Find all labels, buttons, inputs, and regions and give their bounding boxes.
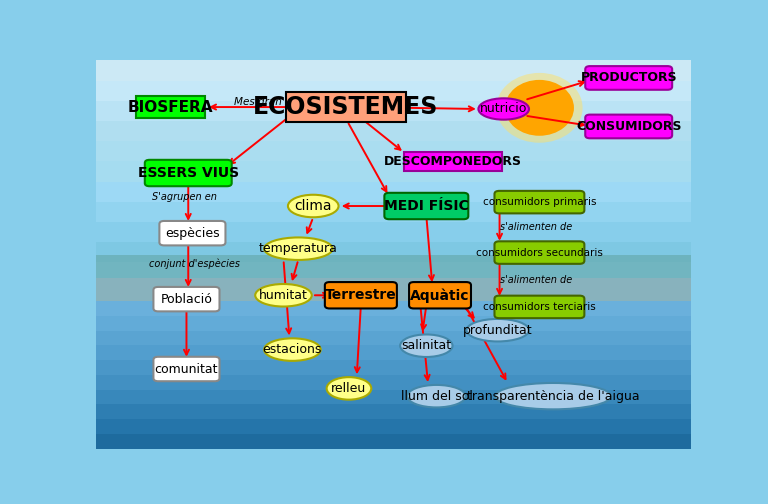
Bar [96,161,691,181]
FancyBboxPatch shape [154,357,220,381]
Ellipse shape [466,319,529,341]
Text: Població: Població [161,293,213,305]
Bar [96,434,691,449]
Text: S'agrupen en: S'agrupen en [151,192,217,202]
Ellipse shape [400,335,452,357]
FancyBboxPatch shape [495,241,584,264]
FancyBboxPatch shape [495,191,584,213]
FancyBboxPatch shape [136,96,204,118]
Ellipse shape [496,73,583,143]
Bar [96,242,691,262]
Ellipse shape [505,80,574,136]
Text: Mes gran: Mes gran [234,97,282,107]
Bar [96,360,691,375]
Bar [96,390,691,404]
Text: comunitat: comunitat [154,362,218,375]
Bar [96,375,691,390]
Bar [96,60,691,81]
Text: transparentència de l'aigua: transparentència de l'aigua [467,390,640,403]
Text: PRODUCTORS: PRODUCTORS [581,72,677,85]
Text: Terrestre: Terrestre [325,288,397,302]
Bar [96,101,691,121]
Text: ECOSISTEMES: ECOSISTEMES [253,95,439,119]
Text: salinitat: salinitat [401,339,452,352]
Text: DESCOMPONEDORS: DESCOMPONEDORS [384,155,522,168]
FancyBboxPatch shape [409,282,471,308]
FancyBboxPatch shape [286,93,406,121]
Bar [96,181,691,202]
Text: espècies: espècies [165,227,220,240]
Text: consumidors primaris: consumidors primaris [482,197,596,207]
Ellipse shape [288,195,339,217]
FancyBboxPatch shape [154,287,220,311]
Ellipse shape [255,284,312,306]
Bar [96,255,691,278]
Bar [96,255,691,301]
FancyBboxPatch shape [160,221,226,245]
Ellipse shape [326,377,371,400]
Bar [96,60,691,262]
Text: nutricio: nutricio [480,102,528,115]
Ellipse shape [407,385,465,407]
Ellipse shape [478,98,529,119]
Bar [96,202,691,222]
FancyBboxPatch shape [404,152,502,171]
Text: humitat: humitat [259,289,308,302]
Text: profunditat: profunditat [463,324,532,337]
Ellipse shape [495,383,611,409]
Bar [96,331,691,345]
Bar [96,419,691,434]
Bar [96,222,691,242]
Bar [96,301,691,316]
Bar [96,141,691,161]
Text: temperatura: temperatura [259,242,338,255]
Text: Aquàtic: Aquàtic [410,288,470,302]
FancyBboxPatch shape [325,282,397,308]
FancyBboxPatch shape [384,193,468,219]
Text: relleu: relleu [331,382,366,395]
Text: s'alimenten de: s'alimenten de [500,275,573,285]
Bar [96,316,691,331]
FancyBboxPatch shape [495,296,584,318]
Text: BIOSFERA: BIOSFERA [127,100,214,114]
Ellipse shape [264,338,321,361]
Text: CONSUMIDORS: CONSUMIDORS [576,120,681,133]
Text: llum del sol: llum del sol [401,390,472,403]
Bar [96,121,691,141]
Text: consumidors secundaris: consumidors secundaris [476,247,603,258]
Text: s'alimenten de: s'alimenten de [500,222,573,231]
Ellipse shape [264,237,333,260]
Text: estacions: estacions [263,343,322,356]
FancyBboxPatch shape [585,114,672,138]
Text: conjunt d'espècies: conjunt d'espècies [149,259,240,270]
Text: clima: clima [294,199,332,213]
Bar [96,81,691,101]
FancyBboxPatch shape [585,66,672,90]
Text: MEDI FÍSIC: MEDI FÍSIC [384,199,468,213]
FancyBboxPatch shape [145,160,232,186]
Bar [96,404,691,419]
Text: ESSERS VIUS: ESSERS VIUS [137,166,239,180]
Bar [96,345,691,360]
Text: consumidors terciaris: consumidors terciaris [483,302,596,312]
